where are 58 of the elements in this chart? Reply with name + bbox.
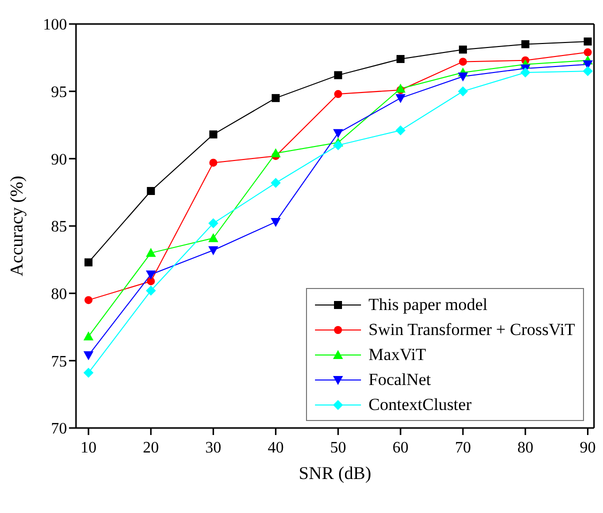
- y-axis-title: Accuracy (%): [6, 176, 26, 276]
- point: [209, 130, 218, 138]
- legend-label: This paper model: [368, 294, 488, 314]
- x-tick-label: 50: [330, 439, 346, 456]
- point: [146, 186, 155, 195]
- point: [208, 218, 218, 228]
- x-tick-label: 20: [142, 439, 159, 456]
- point: [208, 246, 218, 256]
- point: [584, 48, 592, 56]
- point: [396, 94, 406, 104]
- point: [272, 94, 280, 102]
- point: [333, 129, 344, 138]
- point: [334, 90, 342, 98]
- y-tick-label: 90: [51, 151, 67, 168]
- point: [458, 46, 467, 54]
- point: [520, 67, 530, 78]
- x-tick-label: 80: [517, 439, 534, 456]
- x-tick-label: 10: [80, 439, 96, 456]
- point: [209, 158, 218, 167]
- point: [521, 40, 530, 48]
- point: [84, 296, 92, 304]
- legend-label: MaxViT: [368, 344, 426, 364]
- point: [270, 178, 281, 188]
- x-tick-label: 90: [580, 439, 596, 456]
- point: [458, 72, 468, 82]
- x-tick-label: 30: [205, 439, 222, 456]
- point: [146, 248, 156, 257]
- y-tick-label: 75: [51, 353, 67, 370]
- point: [582, 66, 593, 76]
- point: [84, 258, 92, 266]
- point: [208, 233, 218, 242]
- legend-label: FocalNet: [368, 370, 431, 390]
- point: [270, 148, 281, 158]
- point: [584, 38, 592, 46]
- y-tick-label: 95: [51, 84, 67, 102]
- point: [396, 125, 406, 136]
- x-tick-label: 70: [454, 439, 471, 456]
- y-tick-label: 80: [51, 286, 67, 304]
- point: [83, 351, 94, 360]
- point: [458, 58, 467, 66]
- point: [146, 277, 155, 286]
- point: [146, 286, 156, 296]
- point: [83, 368, 94, 378]
- point: [146, 270, 156, 280]
- point: [333, 140, 344, 150]
- legend-label: Swin Transformer + CrossViT: [368, 320, 575, 340]
- x-tick-label: 60: [392, 439, 409, 456]
- y-tick-label: 85: [51, 218, 67, 236]
- point: [458, 86, 468, 96]
- legend-label: ContextCluster: [368, 394, 472, 414]
- x-tick-label: 40: [268, 439, 284, 456]
- x-axis-title: SNR (dB): [298, 463, 372, 483]
- y-tick-label: 100: [43, 16, 67, 34]
- point: [83, 331, 94, 340]
- point: [270, 218, 281, 227]
- point: [334, 71, 342, 80]
- y-tick-label: 70: [51, 420, 67, 438]
- point: [396, 55, 405, 64]
